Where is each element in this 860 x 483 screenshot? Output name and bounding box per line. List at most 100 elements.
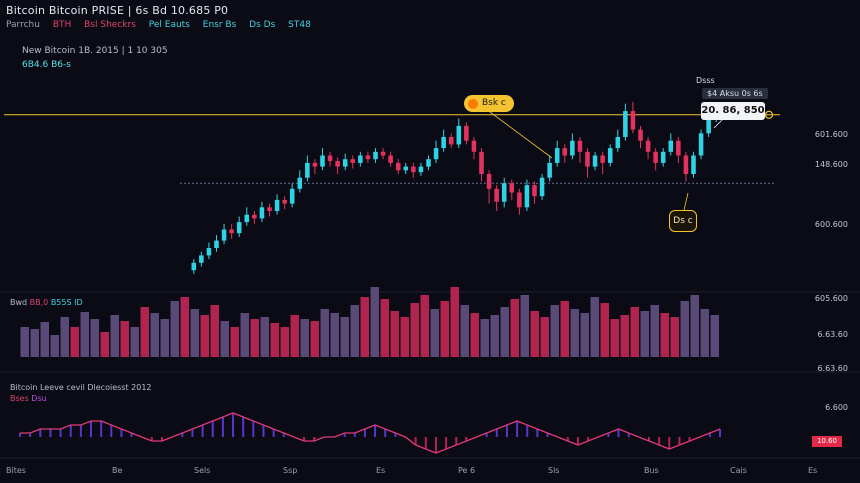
x-tick-label: Pe 6	[458, 466, 476, 475]
volume-label-c: B55S ID	[50, 298, 83, 307]
candle	[365, 155, 371, 160]
candle	[615, 137, 621, 149]
candle	[600, 155, 605, 163]
indicator-sub-b: Dsu	[31, 394, 47, 403]
volume-bar	[240, 313, 249, 357]
header-sub-6[interactable]: ST48	[288, 20, 311, 30]
candle	[252, 214, 257, 219]
volume-bar	[390, 311, 399, 357]
volume-bar	[640, 311, 649, 357]
volume-bar	[630, 307, 639, 357]
volume-bar	[410, 303, 419, 357]
candle	[509, 183, 515, 193]
volume-bar	[260, 317, 269, 357]
header-subtitle: Parrchu BTH Bsl Sheckrs Pel Eauts Ensr B…	[6, 20, 321, 30]
volume-bar	[130, 327, 139, 357]
indicator-sub: Bses Dsu	[10, 394, 47, 403]
volume-bar	[710, 315, 719, 357]
candle	[668, 140, 674, 152]
candle	[570, 140, 575, 156]
candle	[350, 159, 356, 163]
tooltip-callout-line	[713, 119, 723, 129]
candle	[577, 140, 583, 152]
candle	[471, 140, 477, 152]
volume-bar	[560, 301, 569, 357]
indicator-value-badge: 10.60	[812, 436, 842, 447]
candle	[358, 155, 363, 163]
volume-bar	[20, 327, 29, 357]
candle	[418, 166, 424, 173]
candle	[229, 229, 234, 234]
candle	[441, 137, 446, 149]
header-sub-0[interactable]: Parrchu	[6, 20, 40, 30]
price-tick-0: 601.600	[814, 130, 848, 139]
header-sub-2[interactable]: Bsl Sheckrs	[84, 20, 136, 30]
candle	[630, 111, 636, 130]
volume-bar	[350, 305, 359, 357]
volume-tick-0: 605.600	[814, 294, 848, 303]
candle	[532, 185, 537, 197]
candle	[698, 133, 704, 156]
volume-bar	[450, 287, 459, 357]
low-marker-badge[interactable]: Ds c	[669, 210, 697, 232]
volume-bar	[40, 322, 49, 357]
candle	[380, 151, 386, 156]
symbol-price: 6B4.6 B6-s	[22, 60, 71, 70]
x-tick-label: Es	[808, 466, 818, 475]
candle	[706, 118, 711, 134]
x-tick-label: Ssp	[283, 466, 298, 475]
volume-bar	[230, 327, 239, 357]
pill-callout-line	[489, 111, 553, 159]
candle	[335, 161, 340, 167]
price-tick-1: 148.600	[814, 160, 848, 169]
price-tick-2: 600.600	[814, 220, 848, 229]
candle	[562, 148, 568, 156]
candle	[638, 129, 643, 141]
volume-bar	[110, 315, 119, 357]
header-sub-4[interactable]: Ensr Bs	[202, 20, 237, 30]
volume-bar	[420, 295, 429, 357]
volume-bar	[480, 319, 489, 357]
candle	[426, 159, 431, 167]
header-sub-1[interactable]: BTH	[52, 20, 72, 30]
volume-bar	[610, 319, 619, 357]
volume-bar	[180, 297, 189, 357]
volume-bar	[500, 307, 509, 357]
volume-bar	[50, 335, 59, 357]
alert-pill[interactable]: Bsk c	[464, 95, 514, 112]
volume-bar	[140, 307, 149, 357]
volume-bar	[30, 329, 39, 357]
candle	[274, 199, 280, 211]
volume-bar	[320, 309, 329, 357]
volume-bar	[620, 315, 629, 357]
indicator-tick-0: 6.600	[825, 403, 848, 412]
candle	[448, 137, 454, 145]
candle	[676, 140, 681, 156]
candle	[585, 151, 590, 167]
candle	[494, 188, 499, 202]
header-sub-5[interactable]: Ds Ds	[249, 20, 276, 30]
volume-bar	[570, 309, 579, 357]
x-tick-label: Cais	[730, 466, 747, 475]
volume-bar	[280, 327, 289, 357]
volume-bar	[460, 305, 469, 357]
volume-bar	[330, 313, 339, 357]
volume-bar	[700, 309, 709, 357]
candle	[592, 155, 598, 167]
volume-bar	[290, 315, 299, 357]
x-tick-label: Sels	[194, 466, 211, 475]
x-tick-label: Bites	[6, 466, 26, 475]
volume-bar	[170, 301, 179, 357]
indicator-line	[20, 412, 721, 454]
candle	[660, 151, 666, 163]
candle	[236, 222, 242, 234]
volume-bar	[250, 319, 259, 357]
candle	[501, 183, 507, 202]
header-sub-3[interactable]: Pel Eauts	[148, 20, 190, 30]
candle	[486, 174, 492, 189]
volume-bar	[70, 327, 79, 357]
candle	[433, 148, 439, 160]
volume-bar	[210, 305, 219, 357]
volume-bar	[530, 311, 539, 357]
